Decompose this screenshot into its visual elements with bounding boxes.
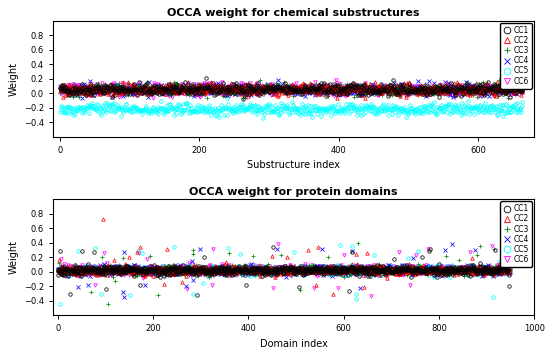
Y-axis label: Weight: Weight bbox=[8, 61, 18, 96]
Title: OCCA weight for protein domains: OCCA weight for protein domains bbox=[189, 187, 398, 197]
X-axis label: Domain index: Domain index bbox=[260, 339, 327, 349]
X-axis label: Substructure index: Substructure index bbox=[247, 160, 340, 170]
Y-axis label: Weight: Weight bbox=[8, 240, 18, 274]
Legend: CC1, CC2, CC3, CC4, CC5, CC6: CC1, CC2, CC3, CC4, CC5, CC6 bbox=[500, 23, 532, 89]
Title: OCCA weight for chemical substructures: OCCA weight for chemical substructures bbox=[168, 8, 420, 18]
Legend: CC1, CC2, CC3, CC4, CC5, CC6: CC1, CC2, CC3, CC4, CC5, CC6 bbox=[500, 201, 532, 267]
